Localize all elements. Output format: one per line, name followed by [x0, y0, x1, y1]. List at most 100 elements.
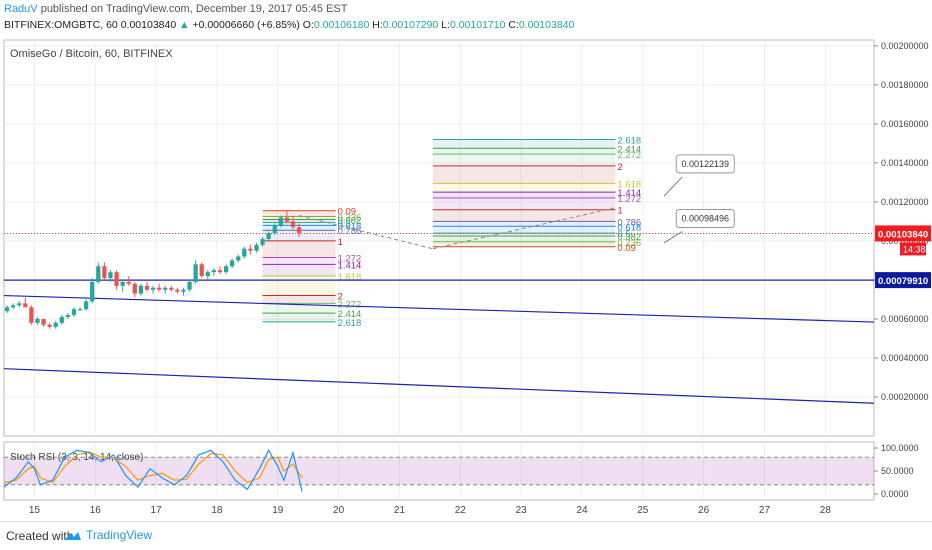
fib-zone-left [262, 303, 336, 314]
fib-zone-right [432, 209, 616, 222]
x-tick-label: 28 [820, 505, 832, 516]
fib-level-label: 2 [617, 162, 622, 173]
candle-body [138, 285, 144, 294]
fib-level-label: 0.5 [617, 229, 630, 240]
candle-body [169, 287, 174, 290]
candle-body [205, 272, 210, 277]
tradingview-brand[interactable]: TradingView [86, 528, 153, 542]
x-tick-label: 21 [394, 505, 406, 516]
callout-box [675, 209, 735, 229]
candle-body [10, 305, 16, 308]
fib-zone-right [432, 165, 616, 184]
candle-body [236, 256, 241, 261]
fib-zone-right [432, 183, 616, 193]
rsi-tick-label: 100.0000 [881, 443, 919, 453]
x-tick-label: 16 [90, 505, 102, 516]
candle-body [284, 217, 290, 222]
high-label: H: [372, 19, 383, 31]
fib-level-label: 0.618 [338, 221, 362, 232]
x-tick-label: 17 [151, 505, 163, 516]
candle-body [23, 303, 28, 308]
fib-level-label: 2.618 [338, 318, 362, 329]
chart-title: OmiseGo / Bitcoin, 60, BITFINEX [10, 48, 173, 60]
fib-zone-right [432, 139, 616, 149]
created-with: Created with [6, 529, 74, 543]
trendline [3, 294, 875, 323]
fib-level-label: 2 [338, 292, 343, 303]
close-label: C: [508, 19, 519, 31]
fib-zone-left [262, 219, 336, 223]
change-value: +0.00006660 (+6.85%) [192, 19, 300, 31]
high-value: 0.00107290 [382, 19, 439, 31]
callout-box [675, 154, 735, 174]
callout-label: 0.00122139 [681, 159, 729, 169]
trendline [3, 368, 875, 404]
price-time-tag [900, 242, 926, 256]
candle-body [126, 281, 131, 284]
candle-body [254, 244, 259, 251]
candle-body [278, 217, 283, 226]
candle-body [47, 324, 52, 327]
fib-zone-right [432, 233, 616, 237]
fib-zone-left [262, 276, 336, 296]
candle-body [223, 266, 229, 273]
candle-body [272, 225, 277, 234]
x-tick-label: 27 [759, 505, 771, 516]
open-value: 0.00106180 [313, 19, 370, 31]
candle-body [114, 272, 119, 286]
fib-level-label: 0.5 [338, 218, 351, 229]
fib-zone-left [262, 295, 336, 304]
y-tick-label: 0.00020000 [881, 392, 929, 402]
fib-level-label: 1.618 [617, 179, 641, 190]
fib-level-label: 2.272 [617, 150, 641, 161]
candle-body [181, 289, 186, 292]
candle-body [71, 309, 77, 316]
x-tick-label: 19 [272, 505, 284, 516]
rsi-k-line [3, 449, 303, 492]
candle-body [260, 238, 265, 245]
x-tick-label: 18 [211, 505, 223, 516]
candle-body [217, 270, 223, 273]
fib-level-label: 2.414 [617, 144, 641, 155]
candle-body [17, 303, 22, 306]
symbol-label: BITFINEX:OMGBTC, 60 [4, 19, 118, 31]
publish-line: RaduV published on TradingView.com, Dece… [4, 3, 347, 15]
fib-level-label: 0.786 [617, 217, 641, 228]
low-value: 0.00101710 [449, 19, 506, 31]
y-tick-label: 0.00180000 [881, 80, 929, 90]
candle-body [59, 317, 64, 323]
y-tick-label: 0.00060000 [881, 314, 929, 324]
price-chart[interactable]: 15 16 17 18 19 20 21 22 23 24 25 26 27 280.002000000.… [0, 0, 932, 522]
fib-level-label: 1.272 [617, 194, 641, 205]
fib-zone-right [432, 236, 616, 242]
author-name[interactable]: RaduV [4, 3, 38, 15]
fib-zone-left [262, 216, 336, 220]
candle-body [84, 301, 89, 310]
fib-level-label: 2.414 [338, 309, 362, 320]
candle-body [65, 315, 71, 318]
callout-pointer [663, 176, 683, 197]
x-tick-label: 15 [29, 505, 41, 516]
candle-body [290, 221, 296, 228]
y-tick-label: 0.00160000 [881, 119, 929, 129]
x-tick-label: 23 [516, 505, 528, 516]
rsi-d-line [3, 451, 303, 484]
candle-body [193, 264, 198, 282]
fib-zone-left [262, 240, 336, 258]
x-tick-label: 24 [576, 505, 588, 516]
rsi-label: Stoch RSI (3, 3, 14, 14, close) [10, 452, 143, 463]
candle-body [187, 281, 192, 290]
support-tag [875, 272, 931, 289]
tradingview-logo-icon [65, 532, 81, 540]
fib-level-label: 1.618 [338, 272, 362, 283]
up-arrow-icon: ▲ [179, 19, 190, 31]
fib-level-label: 2.618 [617, 135, 641, 146]
fib-zone-right [432, 192, 616, 199]
fib-zone-right [432, 148, 616, 155]
y-tick-label: 0.00140000 [881, 158, 929, 168]
ohlc-line: BITFINEX:OMGBTC, 60 0.00103840 ▲ +0.0000… [4, 19, 574, 31]
candle-body [120, 281, 125, 286]
open-label: O: [302, 19, 314, 31]
fib-zone-left [262, 313, 336, 322]
candle-body [96, 266, 101, 282]
